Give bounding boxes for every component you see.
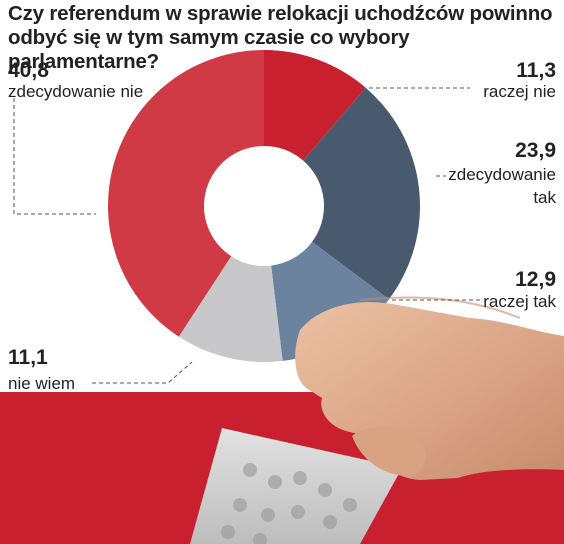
label-nie-wiem: nie wiem: [8, 374, 75, 393]
value-raczej-tak: 12,9: [515, 268, 556, 291]
leader-nie-wiem: [92, 361, 193, 384]
label-raczej-nie: raczej nie: [483, 82, 556, 101]
donut-slices: [107, 49, 421, 362]
leader-zdecydowanie-nie: [13, 98, 96, 215]
value-raczej-nie: 11,3: [516, 59, 556, 82]
label-zdecydowanie-nie: zdecydowanie nie: [8, 82, 143, 101]
hand-ballot-illustration: [190, 296, 564, 544]
slice-raczej-nie: [264, 50, 366, 161]
label-zdecydowanie-tak: zdecydowanie: [448, 165, 556, 184]
chart-title: Czy referendum w sprawie relokacji uchod…: [8, 2, 553, 73]
slice-zdecydowanie-tak: [303, 87, 421, 300]
value-zdecydowanie-nie: 40,8: [8, 59, 49, 82]
value-zdecydowanie-tak: 23,9: [515, 139, 556, 162]
label-zdecydowanie-tak-line2: tak: [533, 188, 556, 207]
label-raczej-tak: raczej tak: [483, 292, 556, 311]
value-nie-wiem: 11,1: [8, 346, 48, 369]
slice-nie-wiem: [178, 256, 283, 362]
slice-zdecydowanie-nie: [107, 49, 264, 337]
